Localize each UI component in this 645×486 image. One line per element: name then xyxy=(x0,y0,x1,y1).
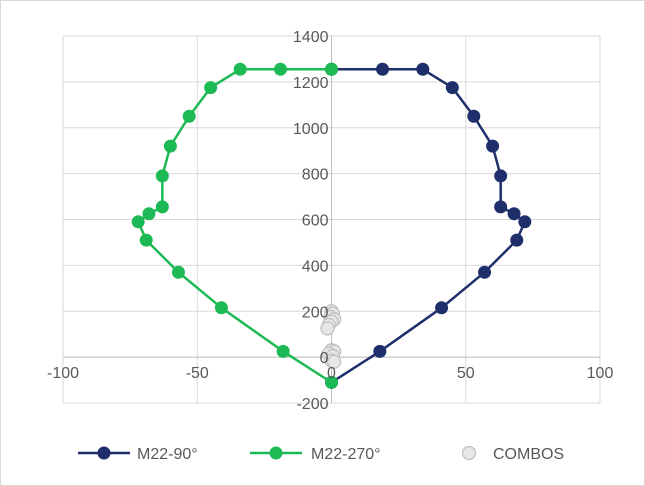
data-point xyxy=(486,139,500,153)
tick-labels: -200 0 200 400 600 800 1000 1200 1400 -100 -50 0 50 1… xyxy=(47,29,613,413)
y-tick-label: -200 xyxy=(296,396,328,413)
data-point xyxy=(142,207,156,221)
series-0 xyxy=(325,62,532,389)
data-point xyxy=(204,81,218,95)
data-point xyxy=(325,375,338,389)
y-tick-label: 800 xyxy=(302,167,329,184)
data-point xyxy=(171,265,185,279)
y-tick-label: 1400 xyxy=(293,29,329,46)
series-line xyxy=(330,68,527,384)
legend-item: M22-270° xyxy=(250,446,381,463)
data-point xyxy=(376,62,390,76)
series xyxy=(131,62,532,389)
legend-marker xyxy=(269,446,283,460)
legend-label: M22-90° xyxy=(137,446,198,463)
data-point xyxy=(507,207,521,221)
data-point xyxy=(494,200,508,214)
data-point xyxy=(373,344,387,358)
y-tick-label: 600 xyxy=(302,213,329,230)
x-tick-label: -100 xyxy=(47,365,79,382)
data-point xyxy=(273,62,287,76)
x-tick-label: -50 xyxy=(186,365,209,382)
data-point xyxy=(467,109,481,123)
y-tick-label: 0 xyxy=(320,350,329,367)
data-point xyxy=(478,265,492,279)
y-tick-label: 200 xyxy=(302,304,329,321)
y-tick-label: 1200 xyxy=(293,75,329,92)
data-point xyxy=(139,233,153,247)
series-2 xyxy=(320,304,342,369)
legend-item: COMBOS xyxy=(461,445,564,463)
data-point xyxy=(155,200,169,214)
data-point xyxy=(435,301,449,315)
legend-item: M22-90° xyxy=(78,446,198,463)
y-tick-label: 400 xyxy=(302,258,329,275)
legend-label: COMBOS xyxy=(493,446,564,463)
data-point xyxy=(325,62,338,76)
data-point xyxy=(131,215,145,229)
legend: M22-90° M22-270° COMBOS xyxy=(78,445,564,463)
x-tick-label: 0 xyxy=(327,365,336,382)
legend-marker xyxy=(97,446,111,460)
data-point xyxy=(214,301,228,315)
x-tick-label: 50 xyxy=(457,365,475,382)
data-point xyxy=(233,62,247,76)
legend-label: M22-270° xyxy=(311,446,381,463)
data-point xyxy=(276,344,290,358)
data-point xyxy=(163,139,177,153)
data-point xyxy=(518,215,532,229)
x-tick-label: 100 xyxy=(587,365,614,382)
data-point xyxy=(327,354,342,369)
legend-marker xyxy=(461,445,477,461)
data-point xyxy=(320,321,335,336)
data-point xyxy=(416,62,430,76)
series-1 xyxy=(131,62,338,389)
data-point xyxy=(182,109,196,123)
data-point xyxy=(155,169,169,183)
data-point xyxy=(510,233,524,247)
y-tick-label: 1000 xyxy=(293,121,329,138)
data-point xyxy=(494,169,508,183)
data-point xyxy=(445,81,459,95)
